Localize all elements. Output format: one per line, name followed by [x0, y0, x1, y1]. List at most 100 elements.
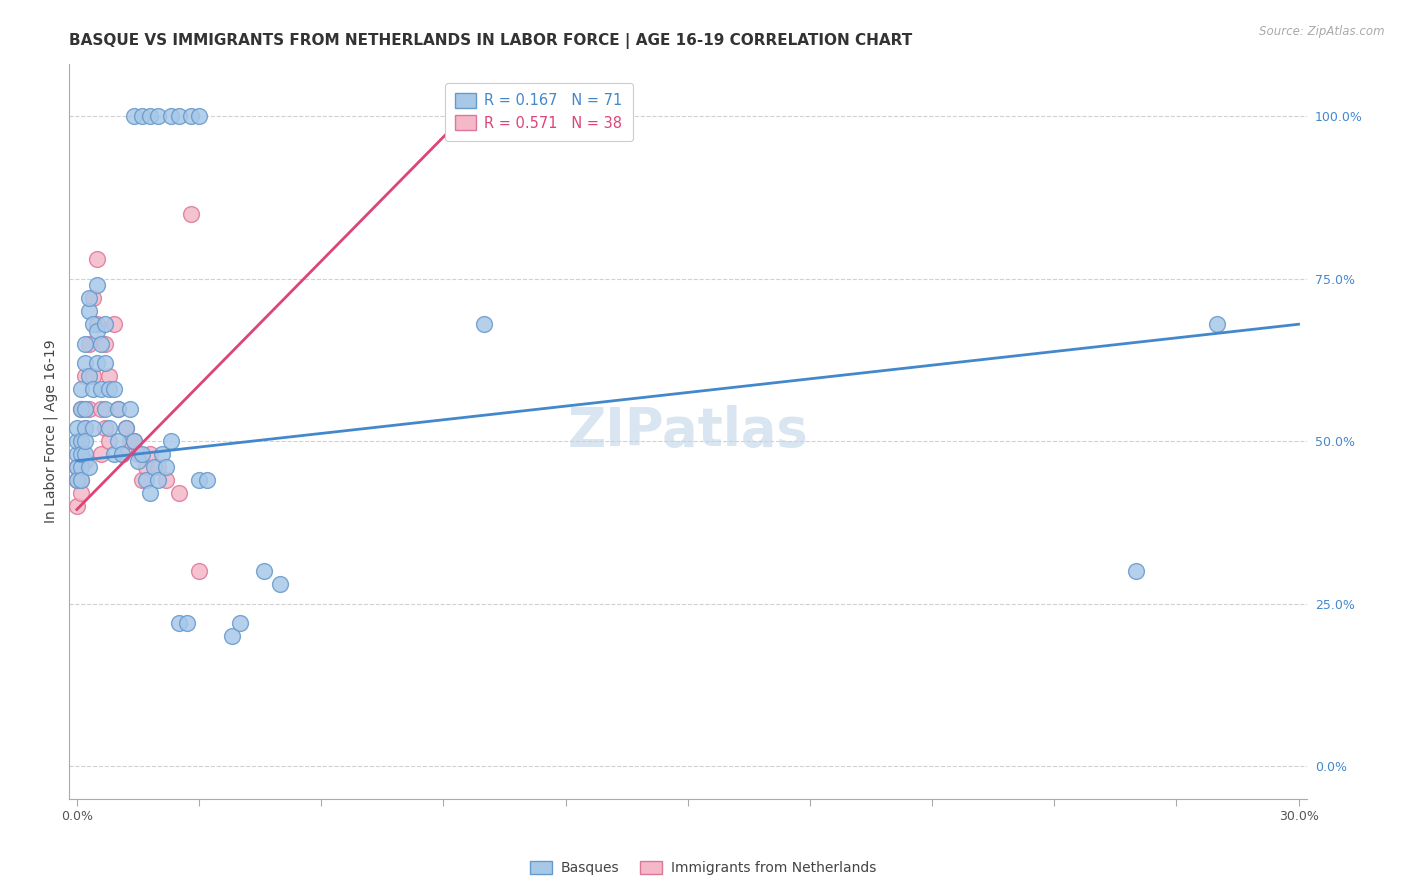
Point [82, 318, 104, 332]
Point [94, 356, 117, 370]
Point [135, 473, 157, 487]
Point [66, 460, 89, 475]
Point [122, 434, 145, 449]
Point [131, 473, 153, 487]
Point [82, 421, 104, 435]
Point [73, 421, 96, 435]
Point [94, 318, 117, 332]
Point [472, 318, 495, 332]
Point [122, 109, 145, 123]
Point [77, 291, 100, 305]
Point [221, 629, 243, 643]
Point [122, 434, 145, 449]
Point [188, 564, 211, 578]
Point [70, 486, 93, 500]
Point [73, 336, 96, 351]
Point [70, 447, 93, 461]
Point [159, 109, 181, 123]
Point [103, 447, 125, 461]
Point [70, 473, 93, 487]
Point [66, 473, 89, 487]
Point [111, 447, 134, 461]
Point [148, 109, 170, 123]
Text: Source: ZipAtlas.com: Source: ZipAtlas.com [1260, 25, 1385, 38]
Point [77, 336, 100, 351]
Point [73, 434, 96, 449]
Point [155, 460, 177, 475]
Point [98, 434, 121, 449]
Point [98, 382, 121, 396]
Point [107, 401, 129, 416]
Point [70, 382, 93, 396]
Point [150, 447, 173, 461]
Point [77, 304, 100, 318]
Point [155, 473, 177, 487]
Point [82, 369, 104, 384]
Point [114, 421, 136, 435]
Point [114, 421, 136, 435]
Point [107, 434, 129, 449]
Point [127, 447, 149, 461]
Point [167, 616, 190, 631]
Point [94, 401, 117, 416]
Point [135, 460, 157, 475]
Point [66, 447, 89, 461]
Point [90, 447, 112, 461]
Point [70, 401, 93, 416]
Point [82, 291, 104, 305]
Point [111, 447, 134, 461]
Point [127, 454, 149, 468]
Point [139, 447, 162, 461]
Point [98, 369, 121, 384]
Point [73, 356, 96, 370]
Point [73, 421, 96, 435]
Point [188, 473, 211, 487]
Point [131, 109, 153, 123]
Y-axis label: In Labor Force | Age 16-19: In Labor Force | Age 16-19 [44, 340, 58, 524]
Point [229, 616, 252, 631]
Point [159, 434, 181, 449]
Point [66, 434, 89, 449]
Point [86, 278, 108, 293]
Point [103, 318, 125, 332]
Point [86, 356, 108, 370]
Point [269, 577, 291, 591]
Point [148, 473, 170, 487]
Text: ZIPatlas: ZIPatlas [568, 406, 808, 458]
Point [82, 382, 104, 396]
Point [188, 109, 211, 123]
Point [66, 500, 89, 514]
Point [86, 252, 108, 267]
Point [94, 421, 117, 435]
Point [66, 460, 89, 475]
Point [73, 401, 96, 416]
Point [1125, 564, 1147, 578]
Point [253, 564, 276, 578]
Point [90, 382, 112, 396]
Point [472, 109, 495, 123]
Point [180, 207, 202, 221]
Point [77, 401, 100, 416]
Point [70, 434, 93, 449]
Point [143, 460, 166, 475]
Point [167, 109, 190, 123]
Point [77, 460, 100, 475]
Point [70, 473, 93, 487]
Point [90, 401, 112, 416]
Point [139, 109, 162, 123]
Point [66, 421, 89, 435]
Point [70, 460, 93, 475]
Point [131, 447, 153, 461]
Point [107, 401, 129, 416]
Point [70, 434, 93, 449]
Point [94, 336, 117, 351]
Point [148, 460, 170, 475]
Point [73, 447, 96, 461]
Point [98, 421, 121, 435]
Text: BASQUE VS IMMIGRANTS FROM NETHERLANDS IN LABOR FORCE | AGE 16-19 CORRELATION CHA: BASQUE VS IMMIGRANTS FROM NETHERLANDS IN… [69, 33, 912, 49]
Point [73, 454, 96, 468]
Point [66, 473, 89, 487]
Point [176, 616, 198, 631]
Point [90, 336, 112, 351]
Point [103, 382, 125, 396]
